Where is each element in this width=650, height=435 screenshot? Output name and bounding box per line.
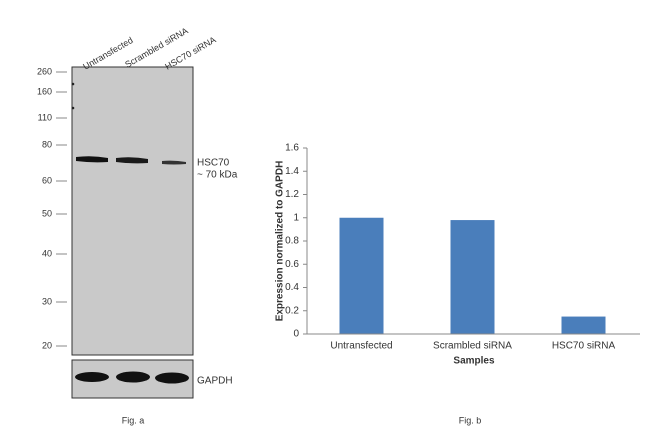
- marker-label: 110: [38, 112, 52, 122]
- y-tick-label: 0: [293, 329, 299, 340]
- marker-label: 40: [42, 248, 52, 258]
- band: [76, 156, 108, 163]
- blot-panel: [71, 66, 194, 356]
- marker-label: 60: [42, 175, 52, 185]
- y-tick-label: 0.8: [285, 236, 299, 247]
- band: [155, 372, 189, 384]
- y-tick-label: 1: [293, 212, 299, 223]
- y-tick-label: 0.4: [285, 282, 299, 293]
- band: [116, 157, 148, 164]
- marker-label: 20: [42, 340, 52, 350]
- band-size: ~ 70 kDa: [197, 170, 238, 181]
- x-tick-label: Untransfected: [330, 341, 392, 352]
- caption: Fig. a: [122, 415, 145, 425]
- x-axis-label: Samples: [453, 356, 495, 367]
- x-tick-label: HSC70 siRNA: [552, 341, 616, 352]
- bar: [450, 220, 495, 334]
- marker-label: 50: [42, 208, 52, 218]
- y-tick-label: 0.2: [285, 305, 299, 316]
- marker-label: 80: [42, 139, 52, 149]
- dot: [71, 82, 75, 86]
- y-axis-label: Expression normalized to GAPDH: [275, 161, 286, 322]
- band: [116, 371, 150, 383]
- band: [162, 160, 186, 165]
- y-tick-label: 1.4: [285, 166, 299, 177]
- marker-label: 160: [37, 86, 52, 96]
- caption: Fig. b: [459, 415, 482, 425]
- marker-label: 260: [37, 66, 52, 76]
- dot: [71, 106, 75, 110]
- x-tick-label: Scrambled siRNA: [433, 341, 512, 352]
- loading-label: GAPDH: [197, 376, 233, 387]
- y-tick-label: 0.6: [285, 259, 299, 270]
- band: [75, 372, 109, 382]
- bar: [561, 316, 606, 334]
- y-tick-label: 1.6: [285, 143, 299, 154]
- marker-label: 30: [42, 296, 52, 306]
- y-tick-label: 1.2: [285, 189, 299, 200]
- bar: [339, 217, 384, 334]
- band-label: HSC70: [197, 158, 230, 169]
